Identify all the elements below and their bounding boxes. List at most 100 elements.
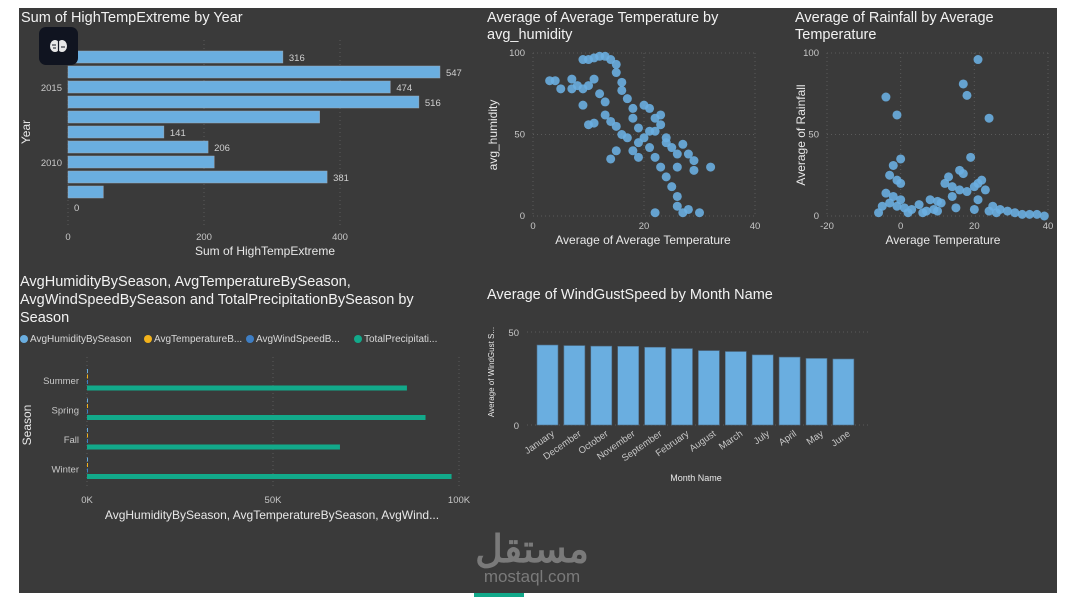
data-point[interactable] bbox=[966, 152, 976, 162]
data-point[interactable] bbox=[661, 172, 671, 182]
data-point[interactable] bbox=[656, 110, 666, 120]
data-point[interactable] bbox=[611, 121, 621, 131]
data-point[interactable] bbox=[672, 201, 682, 211]
data-point[interactable] bbox=[633, 152, 643, 162]
data-point[interactable] bbox=[874, 208, 884, 218]
data-point[interactable] bbox=[933, 206, 942, 216]
data-point[interactable] bbox=[595, 89, 605, 99]
data-point[interactable] bbox=[622, 133, 632, 143]
data-point[interactable] bbox=[940, 178, 950, 188]
data-point[interactable] bbox=[1025, 209, 1035, 219]
bar-2016[interactable] bbox=[67, 65, 441, 79]
bar-TotalPrecipitationBySeason-Winter[interactable] bbox=[87, 474, 452, 479]
data-point[interactable] bbox=[672, 162, 682, 172]
bar-2012[interactable] bbox=[67, 125, 165, 139]
data-point[interactable] bbox=[977, 175, 987, 185]
data-point[interactable] bbox=[984, 113, 994, 123]
data-point[interactable] bbox=[617, 85, 627, 95]
data-point[interactable] bbox=[1039, 211, 1049, 221]
bar-August[interactable] bbox=[698, 350, 720, 426]
bar-AvgWindSpeedBySeason-Fall[interactable] bbox=[87, 439, 88, 443]
data-point[interactable] bbox=[628, 146, 638, 156]
data-point[interactable] bbox=[611, 68, 621, 78]
data-point[interactable] bbox=[672, 191, 682, 201]
bar-TotalPrecipitationBySeason-Summer[interactable] bbox=[87, 385, 407, 391]
data-point[interactable] bbox=[980, 185, 990, 195]
data-point[interactable] bbox=[877, 201, 887, 211]
data-point[interactable] bbox=[958, 169, 968, 179]
data-point[interactable] bbox=[650, 152, 660, 162]
bar-TotalPrecipitationBySeason-Spring[interactable] bbox=[87, 415, 426, 420]
data-point[interactable] bbox=[951, 203, 961, 213]
bar-AvgWindSpeedBySeason-Spring[interactable] bbox=[87, 409, 88, 414]
bar-2014[interactable] bbox=[67, 95, 420, 109]
data-point[interactable] bbox=[683, 149, 693, 159]
data-point[interactable] bbox=[611, 146, 621, 156]
data-point[interactable] bbox=[678, 139, 688, 149]
bar-2017[interactable] bbox=[67, 50, 284, 64]
data-point[interactable] bbox=[973, 195, 983, 205]
data-point[interactable] bbox=[885, 170, 895, 180]
data-point[interactable] bbox=[589, 74, 599, 84]
data-point[interactable] bbox=[556, 84, 566, 94]
data-point[interactable] bbox=[944, 172, 954, 182]
data-point[interactable] bbox=[683, 204, 693, 214]
data-point[interactable] bbox=[633, 138, 643, 148]
bar-AvgTemperatureBySeason-Fall[interactable] bbox=[87, 433, 88, 438]
data-point[interactable] bbox=[933, 196, 942, 206]
data-point[interactable] bbox=[600, 97, 610, 107]
data-point[interactable] bbox=[888, 160, 898, 170]
data-point[interactable] bbox=[918, 208, 928, 218]
brain-icon-button[interactable] bbox=[39, 27, 78, 65]
data-point[interactable] bbox=[962, 90, 972, 100]
bar-AvgTemperatureBySeason-Winter[interactable] bbox=[87, 463, 88, 467]
bar-June[interactable] bbox=[832, 358, 855, 426]
data-point[interactable] bbox=[969, 204, 979, 214]
bar-AvgHumidityBySeason-Winter[interactable] bbox=[87, 457, 88, 462]
data-point[interactable] bbox=[706, 162, 716, 172]
data-point[interactable] bbox=[589, 118, 599, 128]
data-point[interactable] bbox=[672, 149, 682, 159]
data-point[interactable] bbox=[606, 154, 616, 164]
data-point[interactable] bbox=[656, 120, 666, 130]
data-point[interactable] bbox=[656, 162, 666, 172]
bar-July[interactable] bbox=[751, 354, 774, 426]
data-point[interactable] bbox=[661, 138, 671, 148]
data-point[interactable] bbox=[896, 195, 906, 205]
data-point[interactable] bbox=[881, 92, 891, 102]
data-point[interactable] bbox=[903, 208, 913, 218]
data-point[interactable] bbox=[622, 94, 632, 104]
data-point[interactable] bbox=[584, 81, 593, 91]
data-point[interactable] bbox=[896, 154, 906, 164]
data-point[interactable] bbox=[689, 156, 699, 166]
bar-April[interactable] bbox=[778, 356, 801, 426]
bar-AvgTemperatureBySeason-Summer[interactable] bbox=[87, 374, 88, 379]
data-point[interactable] bbox=[667, 182, 677, 192]
data-point[interactable] bbox=[1032, 209, 1042, 219]
bar-2009[interactable] bbox=[67, 170, 328, 184]
data-point[interactable] bbox=[1017, 209, 1027, 219]
data-point[interactable] bbox=[600, 110, 610, 120]
rainfall-scatter-chart[interactable]: Average of Rainfall by Average Temperatur… bbox=[794, 10, 1053, 247]
data-point[interactable] bbox=[633, 123, 643, 133]
bar-2011[interactable] bbox=[67, 140, 209, 154]
data-point[interactable] bbox=[645, 143, 655, 153]
humidity-scatter-chart[interactable]: Average of Average Temperature by avg_hum… bbox=[486, 10, 760, 247]
bar-AvgTemperatureBySeason-Spring[interactable] bbox=[87, 404, 88, 408]
data-point[interactable] bbox=[650, 208, 660, 218]
bar-May[interactable] bbox=[805, 358, 828, 426]
data-point[interactable] bbox=[617, 77, 627, 87]
data-point[interactable] bbox=[888, 191, 898, 201]
data-point[interactable] bbox=[628, 103, 638, 113]
data-point[interactable] bbox=[991, 208, 1001, 218]
bar-December[interactable] bbox=[563, 345, 586, 426]
bar-2008[interactable] bbox=[67, 185, 104, 199]
data-point[interactable] bbox=[955, 185, 965, 195]
data-point[interactable] bbox=[896, 178, 906, 188]
bar-AvgHumidityBySeason-Summer[interactable] bbox=[87, 369, 88, 373]
bar-TotalPrecipitationBySeason-Fall[interactable] bbox=[87, 444, 340, 450]
bar-2010[interactable] bbox=[67, 155, 215, 169]
data-point[interactable] bbox=[885, 198, 895, 208]
data-point[interactable] bbox=[958, 79, 968, 89]
data-point[interactable] bbox=[892, 201, 902, 211]
